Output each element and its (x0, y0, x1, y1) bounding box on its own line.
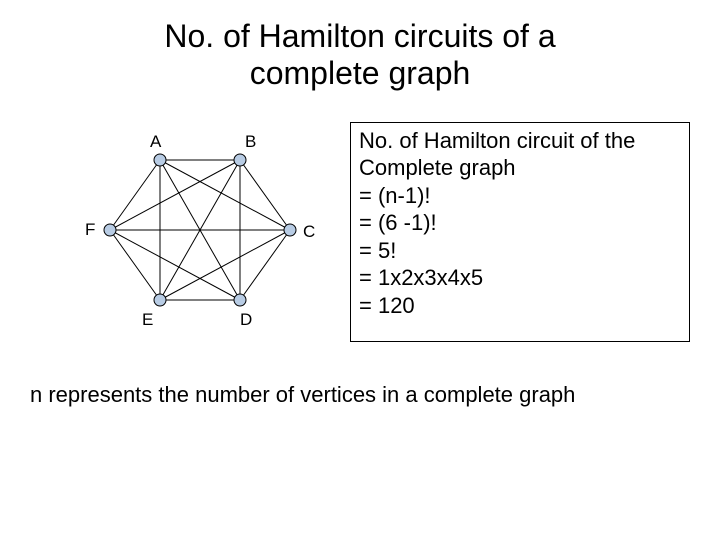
complete-graph-svg (30, 122, 340, 342)
graph-node (234, 294, 246, 306)
graph-node (234, 154, 246, 166)
node-label: E (142, 310, 153, 330)
graph-node (284, 224, 296, 236)
content-row: A B C D E F No. of Hamilton circuit of the Co… (0, 122, 720, 342)
graph-container: A B C D E F (30, 122, 340, 342)
graph-node (104, 224, 116, 236)
graph-node (154, 154, 166, 166)
title-line-2: complete graph (250, 55, 471, 91)
node-label: F (85, 220, 95, 240)
formula-line: = (n-1)! (359, 182, 681, 210)
node-label: B (245, 132, 256, 152)
formula-line: = 120 (359, 292, 681, 320)
slide-title: No. of Hamilton circuits of a complete g… (0, 0, 720, 92)
node-label: D (240, 310, 252, 330)
graph-node (154, 294, 166, 306)
graph-edge (240, 160, 290, 230)
formula-line: No. of Hamilton circuit of the (359, 127, 681, 155)
node-label: C (303, 222, 315, 242)
node-label: A (150, 132, 161, 152)
graph-edge (110, 160, 160, 230)
footnote-text: n represents the number of vertices in a… (0, 382, 720, 408)
title-line-1: No. of Hamilton circuits of a (164, 18, 555, 54)
formula-line: = 1x2x3x4x5 (359, 264, 681, 292)
formula-line: = 5! (359, 237, 681, 265)
formula-line: = (6 -1)! (359, 209, 681, 237)
graph-edge (110, 230, 160, 300)
graph-edge (240, 230, 290, 300)
formula-box: No. of Hamilton circuit of the Complete … (350, 122, 690, 342)
formula-line: Complete graph (359, 154, 681, 182)
